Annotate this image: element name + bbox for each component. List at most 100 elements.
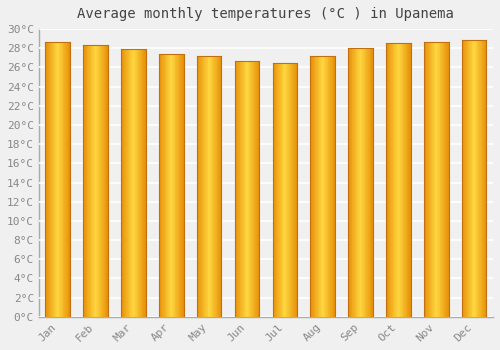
Bar bbox=[436, 42, 437, 317]
Bar bbox=[103, 46, 104, 317]
Bar bbox=[276, 63, 278, 317]
Bar bbox=[123, 49, 124, 317]
Bar bbox=[478, 40, 479, 317]
Bar bbox=[402, 43, 404, 317]
Bar bbox=[106, 46, 107, 317]
Bar bbox=[46, 42, 47, 317]
Bar bbox=[406, 43, 408, 317]
Bar bbox=[397, 43, 398, 317]
Bar bbox=[178, 54, 180, 317]
Bar bbox=[442, 42, 443, 317]
Bar bbox=[93, 46, 94, 317]
Bar bbox=[64, 42, 65, 317]
Bar bbox=[67, 42, 68, 317]
Bar bbox=[387, 43, 388, 317]
Bar bbox=[242, 61, 243, 317]
Bar bbox=[400, 43, 401, 317]
Bar bbox=[160, 54, 162, 317]
Bar bbox=[85, 46, 86, 317]
Bar bbox=[104, 46, 106, 317]
Bar bbox=[58, 42, 59, 317]
Bar bbox=[215, 56, 216, 317]
Bar bbox=[141, 49, 142, 317]
Bar bbox=[251, 61, 252, 317]
Bar bbox=[102, 46, 103, 317]
Bar bbox=[369, 48, 370, 317]
Bar bbox=[88, 46, 89, 317]
Bar bbox=[360, 48, 362, 317]
Bar bbox=[176, 54, 177, 317]
Bar bbox=[408, 43, 409, 317]
Bar bbox=[254, 61, 255, 317]
Bar bbox=[86, 46, 88, 317]
Bar bbox=[250, 61, 251, 317]
Bar bbox=[367, 48, 368, 317]
Bar bbox=[89, 46, 90, 317]
Bar bbox=[313, 56, 314, 317]
Bar bbox=[438, 42, 440, 317]
Bar bbox=[181, 54, 182, 317]
Bar bbox=[366, 48, 367, 317]
Bar bbox=[362, 48, 363, 317]
Bar bbox=[220, 56, 222, 317]
Bar bbox=[255, 61, 256, 317]
Bar bbox=[204, 56, 205, 317]
Bar bbox=[279, 63, 280, 317]
Bar bbox=[391, 43, 392, 317]
Bar bbox=[173, 54, 174, 317]
Bar bbox=[396, 43, 397, 317]
Bar bbox=[468, 40, 469, 317]
Bar bbox=[353, 48, 354, 317]
Bar bbox=[68, 42, 69, 317]
Bar bbox=[327, 56, 328, 317]
Bar bbox=[354, 48, 355, 317]
Bar bbox=[324, 56, 325, 317]
Bar bbox=[198, 56, 200, 317]
Bar bbox=[388, 43, 390, 317]
Bar bbox=[128, 49, 130, 317]
Bar bbox=[292, 63, 293, 317]
Bar bbox=[480, 40, 482, 317]
Bar bbox=[237, 61, 238, 317]
Bar bbox=[318, 56, 320, 317]
Bar bbox=[124, 49, 125, 317]
Bar bbox=[121, 49, 122, 317]
Bar bbox=[483, 40, 484, 317]
Bar bbox=[247, 61, 248, 317]
Bar bbox=[330, 56, 331, 317]
Bar bbox=[107, 46, 108, 317]
Bar bbox=[205, 56, 206, 317]
Bar bbox=[166, 54, 167, 317]
Bar bbox=[289, 63, 290, 317]
Bar bbox=[62, 42, 64, 317]
Bar bbox=[401, 43, 402, 317]
Bar bbox=[257, 61, 258, 317]
Bar bbox=[350, 48, 352, 317]
Bar bbox=[474, 40, 475, 317]
Bar bbox=[325, 56, 326, 317]
Bar bbox=[214, 56, 215, 317]
Bar bbox=[424, 42, 425, 317]
Bar bbox=[331, 56, 332, 317]
Bar bbox=[168, 54, 169, 317]
Bar bbox=[349, 48, 350, 317]
Bar bbox=[169, 54, 170, 317]
Bar bbox=[208, 56, 209, 317]
Bar bbox=[248, 61, 250, 317]
Bar bbox=[145, 49, 146, 317]
Bar bbox=[280, 63, 281, 317]
Bar bbox=[316, 56, 317, 317]
Bar bbox=[236, 61, 237, 317]
Bar bbox=[54, 42, 56, 317]
Bar bbox=[126, 49, 127, 317]
Bar bbox=[122, 49, 123, 317]
Bar bbox=[392, 43, 394, 317]
Bar bbox=[132, 49, 134, 317]
Bar bbox=[278, 63, 279, 317]
Bar bbox=[177, 54, 178, 317]
Bar bbox=[47, 42, 48, 317]
Bar bbox=[430, 42, 432, 317]
Bar bbox=[239, 61, 240, 317]
Bar bbox=[252, 61, 254, 317]
Bar bbox=[56, 42, 57, 317]
